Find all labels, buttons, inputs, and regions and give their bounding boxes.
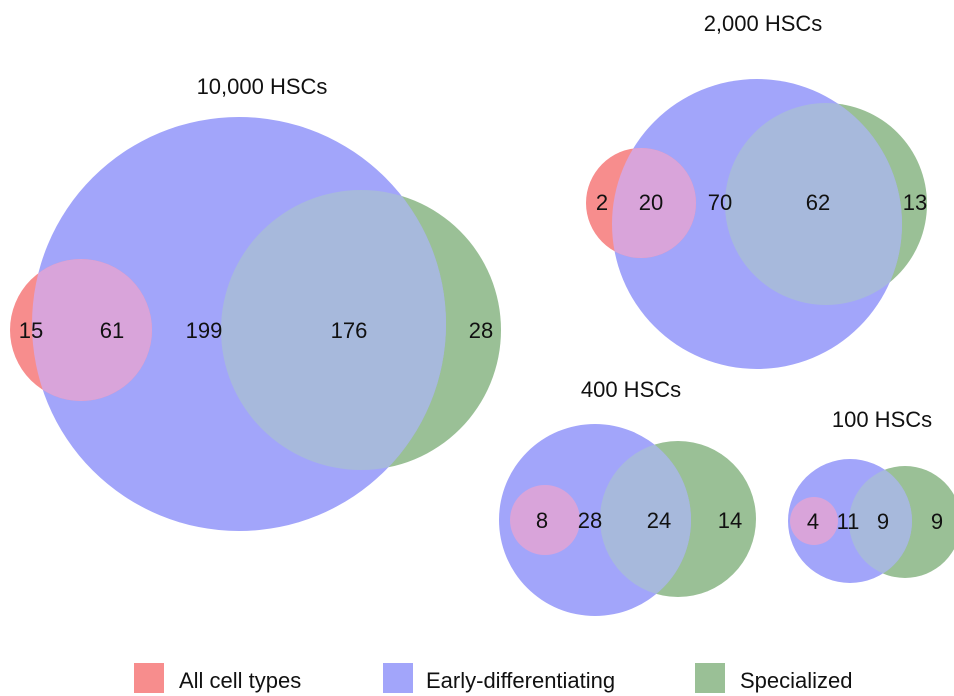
all-early-overlap: [510, 485, 580, 555]
venn-400-hscs: 400 HSCs 8 28 24 14: [499, 377, 756, 616]
diagram-title: 2,000 HSCs: [704, 11, 823, 36]
count-early-only: 199: [186, 318, 223, 343]
count-all-early: 61: [100, 318, 124, 343]
venn-100-hscs: 100 HSCs 4 11 9 9: [788, 407, 954, 583]
count-early-only: 11: [837, 509, 860, 534]
count-specialized-only: 28: [469, 318, 493, 343]
count-early-specialized: 9: [877, 509, 889, 534]
count-all-early: 4: [807, 509, 819, 534]
count-specialized-only: 13: [903, 190, 927, 215]
legend-label: Early-differentiating: [426, 668, 615, 693]
count-all-only: 2: [596, 190, 608, 215]
legend: All cell types Early-differentiating Spe…: [134, 663, 853, 693]
count-specialized-only: 9: [931, 509, 943, 534]
count-all-early: 8: [536, 508, 548, 533]
count-early-only: 70: [708, 190, 732, 215]
count-all-early: 20: [639, 190, 663, 215]
count-early-specialized: 24: [647, 508, 671, 533]
legend-item-all-cell-types: All cell types: [134, 663, 301, 693]
legend-label: All cell types: [179, 668, 301, 693]
legend-label: Specialized: [740, 668, 853, 693]
legend-swatch: [695, 663, 725, 693]
venn-2000-hscs: 2,000 HSCs 2 20 70 62 13: [586, 11, 927, 369]
diagram-title: 10,000 HSCs: [197, 74, 328, 99]
diagram-title: 400 HSCs: [581, 377, 681, 402]
legend-swatch: [383, 663, 413, 693]
early-specialized-overlap: [221, 190, 446, 470]
early-specialized-overlap: [849, 466, 912, 578]
count-all-only: 15: [19, 318, 43, 343]
legend-swatch: [134, 663, 164, 693]
count-early-specialized: 176: [331, 318, 368, 343]
legend-item-specialized: Specialized: [695, 663, 853, 693]
venn-10000-hscs: 10,000 HSCs 15 61 199 176 28: [10, 74, 501, 531]
all-early-overlap: [32, 259, 152, 401]
all-early-overlap: [790, 497, 838, 545]
legend-item-early-differentiating: Early-differentiating: [383, 663, 615, 693]
early-specialized-overlap: [725, 103, 902, 305]
diagram-title: 100 HSCs: [832, 407, 932, 432]
count-specialized-only: 14: [718, 508, 742, 533]
early-specialized-overlap: [600, 441, 691, 597]
count-early-only: 28: [578, 508, 602, 533]
count-early-specialized: 62: [806, 190, 830, 215]
